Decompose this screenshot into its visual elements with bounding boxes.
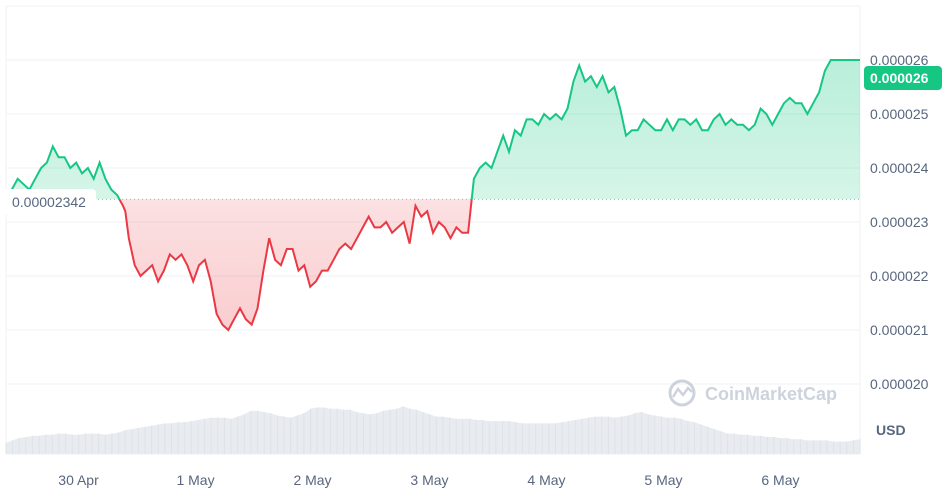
y-tick-label: 0.000021	[870, 322, 929, 338]
area-above-baseline	[6, 60, 860, 200]
volume-bars	[5, 406, 861, 454]
y-tick-label: 0.000022	[870, 268, 929, 284]
currency-label: USD	[876, 422, 906, 438]
x-tick-label: 6 May	[761, 472, 799, 488]
volume-area	[6, 406, 860, 454]
y-tick-label: 0.000025	[870, 106, 929, 122]
baseline-value: 0.00002342	[12, 194, 86, 210]
x-tick-label: 1 May	[176, 472, 214, 488]
coinmarketcap-logo-icon	[668, 379, 696, 407]
price-line-down	[6, 199, 473, 332]
price-line-up	[6, 59, 860, 200]
baseline-label: 0.00002342	[4, 189, 96, 215]
area-below-baseline	[119, 199, 472, 330]
price-line	[6, 59, 860, 332]
x-tick-label: 4 May	[527, 472, 565, 488]
x-tick-label: 30 Apr	[58, 472, 99, 488]
watermark-text: CoinMarketCap	[705, 384, 837, 404]
watermark: CoinMarketCap	[668, 379, 837, 407]
x-axis: 30 Apr 1 May 2 May 3 May 4 May 5 May 6 May	[58, 472, 799, 488]
x-tick-label: 5 May	[644, 472, 682, 488]
y-tick-label: 0.000020	[870, 376, 929, 392]
last-price-value: 0.000026	[870, 70, 929, 86]
x-tick-label: 3 May	[410, 472, 448, 488]
y-axis: 0.000020 0.000021 0.000022 0.000023 0.000024…	[870, 52, 929, 392]
y-tick-label: 0.000026	[870, 52, 929, 68]
last-price-badge: 0.000026	[864, 66, 942, 90]
y-tick-label: 0.000023	[870, 214, 929, 230]
y-tick-label: 0.000024	[870, 160, 929, 176]
area-fill	[6, 60, 860, 330]
x-tick-label: 2 May	[293, 472, 331, 488]
